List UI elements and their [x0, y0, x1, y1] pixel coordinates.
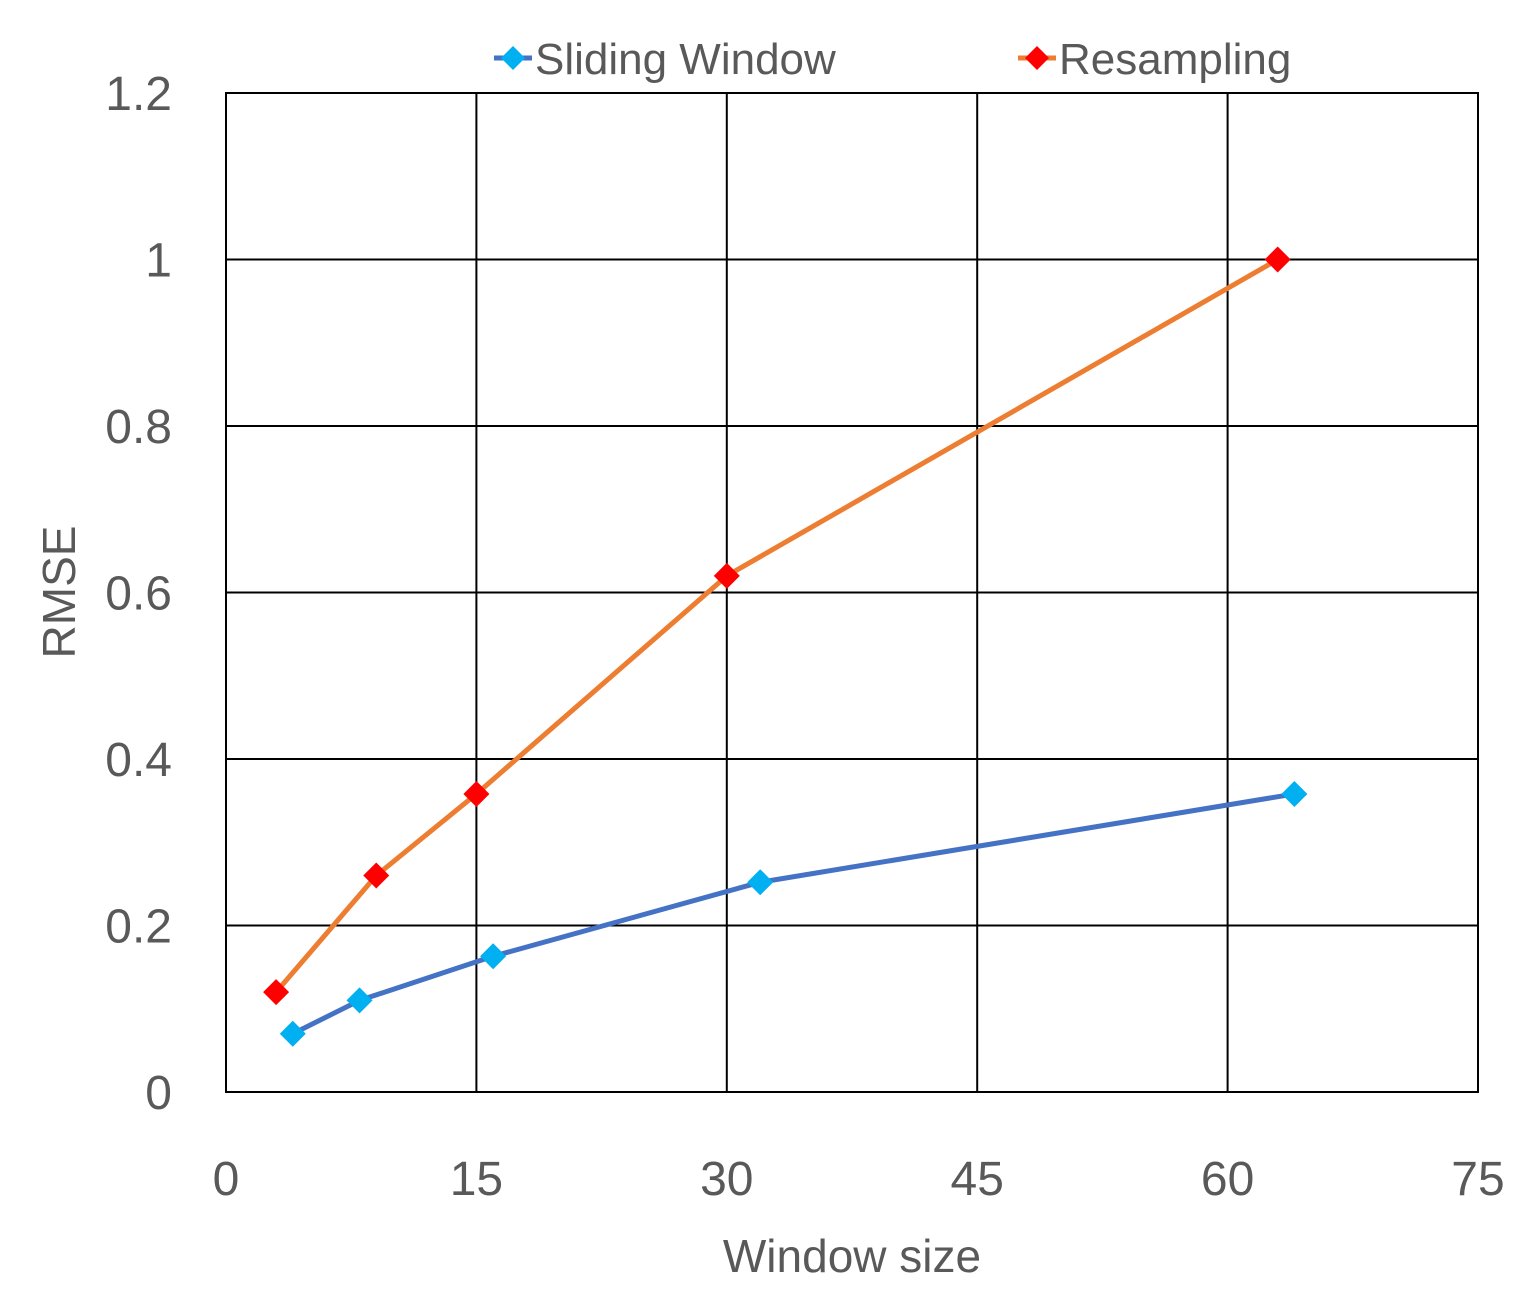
legend-marker-sliding-window — [501, 46, 525, 70]
data-point-resampling — [713, 562, 740, 589]
y-tick-label: 0 — [145, 1067, 172, 1120]
x-tick-label: 45 — [951, 1153, 1004, 1206]
data-point-resampling — [463, 780, 490, 807]
data-point-sliding-window — [346, 987, 373, 1014]
x-tick-label: 0 — [213, 1153, 240, 1206]
x-axis-title: Window size — [723, 1230, 981, 1282]
data-point-sliding-window — [1281, 780, 1308, 807]
grid — [226, 93, 1478, 1092]
series — [263, 246, 1308, 1047]
y-tick-label: 0.8 — [105, 401, 172, 454]
y-tick-label: 0.6 — [105, 568, 172, 621]
data-point-sliding-window — [480, 943, 507, 970]
series-sliding-window — [279, 780, 1308, 1047]
x-tick-label: 15 — [450, 1153, 503, 1206]
legend-label-resampling: Resampling — [1059, 35, 1291, 84]
series-line-sliding-window — [291, 791, 1295, 1036]
y-tick-label: 0.2 — [105, 901, 172, 954]
data-point-resampling — [363, 862, 390, 889]
legend-label-sliding-window: Sliding Window — [535, 35, 836, 84]
y-tick-label: 1.2 — [105, 68, 172, 121]
series-line-resampling — [274, 257, 1279, 994]
plot-area — [225, 92, 1479, 1093]
data-point-resampling — [1264, 246, 1291, 273]
y-axis-ticks: 0 0.2 0.4 0.6 0.8 1 1.2 — [105, 68, 172, 1120]
y-tick-label: 0.4 — [105, 734, 172, 787]
data-point-sliding-window — [279, 1020, 306, 1047]
legend-marker-resampling — [1025, 46, 1049, 70]
series-resampling — [263, 246, 1291, 1006]
legend-item-resampling: Resampling — [1018, 35, 1291, 84]
y-axis-title: RMSE — [33, 526, 85, 659]
data-point-resampling — [263, 979, 290, 1006]
y-tick-label: 1 — [145, 235, 172, 288]
x-tick-label: 30 — [700, 1153, 753, 1206]
legend: Sliding Window Resampling — [494, 35, 1291, 84]
data-point-sliding-window — [747, 869, 774, 896]
x-axis-ticks: 0 15 30 45 60 75 — [213, 1153, 1505, 1206]
x-tick-label: 75 — [1451, 1153, 1504, 1206]
legend-item-sliding-window: Sliding Window — [494, 35, 836, 84]
x-tick-label: 60 — [1201, 1153, 1254, 1206]
